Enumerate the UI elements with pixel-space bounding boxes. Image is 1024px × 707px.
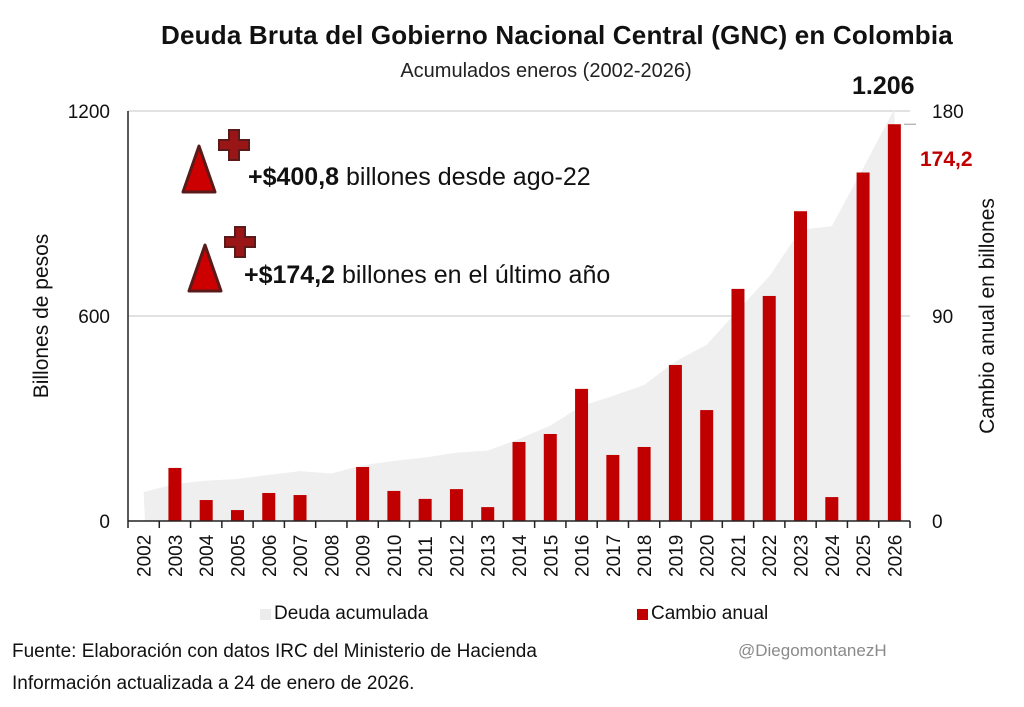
chart-title: Deuda Bruta del Gobierno Nacional Centra… — [161, 20, 953, 50]
bar-cambio-anual-2010 — [387, 490, 401, 521]
bar-cambio-anual-2005 — [230, 510, 244, 521]
x-tick-label: 2015 — [541, 535, 562, 577]
bar-cambio-anual-2022 — [762, 295, 776, 521]
y-axis-label-left: Billones de pesos — [30, 233, 53, 399]
bar-cambio-anual-2007 — [293, 495, 307, 521]
x-tick-label: 2007 — [291, 535, 312, 577]
total-debt-label: 1.206 — [852, 72, 915, 100]
axes — [127, 111, 916, 528]
x-tick-label: 2026 — [885, 535, 906, 577]
x-tick-label: 2005 — [228, 535, 249, 577]
bar-cambio-anual-2004 — [199, 500, 213, 521]
footer-updated: Información actualizada a 24 de enero de… — [12, 673, 415, 694]
annotation-since-ago22-value: +$400,8 — [248, 163, 340, 191]
legend-item-deuda: Deuda acumulada — [260, 603, 428, 625]
bar-cambio-anual-2016 — [575, 388, 589, 521]
x-tick-label: 2006 — [260, 535, 281, 577]
annotation-last-year: +$174,2 billones en el último año — [244, 261, 610, 290]
bar-cambio-anual-2006 — [262, 492, 276, 521]
annotation-since-ago22: +$400,8 billones desde ago-22 — [248, 163, 591, 192]
bar-series — [168, 124, 901, 521]
bar-cambio-anual-2013 — [481, 507, 495, 521]
annotation-icons — [181, 129, 256, 293]
x-tick-label: 2025 — [854, 535, 875, 577]
legend-swatch-cambio — [637, 608, 648, 620]
author-handle: @DiegomontanezH — [738, 641, 887, 660]
x-tick-label: 2010 — [385, 535, 406, 577]
x-tick-label: 2019 — [666, 535, 687, 577]
annotation-last-year-value: +$174,2 — [244, 261, 336, 289]
legend-label-cambio: Cambio anual — [651, 603, 769, 624]
x-tick-label: 2018 — [635, 535, 656, 577]
x-tick-label: 2017 — [604, 535, 625, 577]
x-tick-label: 2011 — [416, 536, 437, 577]
plus-icon — [224, 226, 256, 258]
x-tick-label: 2002 — [135, 535, 156, 577]
x-tick-label: 2020 — [698, 535, 719, 577]
bar-cambio-anual-2020 — [700, 410, 714, 521]
bar-cambio-anual-2024 — [825, 497, 839, 521]
x-tick-label: 2008 — [322, 535, 343, 577]
x-tick-label: 2012 — [447, 535, 468, 577]
x-tick-label: 2024 — [823, 534, 844, 577]
annotation-since-ago22-text: billones desde ago-22 — [339, 163, 591, 191]
plus-icon — [218, 129, 250, 161]
x-tick-label: 2016 — [573, 535, 594, 577]
legend-label-deuda: Deuda acumulada — [274, 603, 429, 624]
y-tick-labels: 0 600 1200 0 90 180 — [68, 102, 964, 533]
x-tick-label: 2021 — [729, 535, 750, 577]
bar-cambio-anual-2003 — [168, 467, 182, 521]
bar-cambio-anual-2012 — [449, 489, 463, 521]
x-tick-label: 2014 — [510, 534, 531, 577]
legend-swatch-deuda — [260, 608, 271, 620]
increase-triangle-icon — [181, 144, 217, 194]
bar-cambio-anual-2018 — [637, 446, 651, 521]
y-tick-label-left: 1200 — [68, 102, 110, 123]
y-axis-label-right: Cambio anual en billones — [976, 198, 999, 434]
bar-cambio-anual-2021 — [731, 288, 745, 521]
x-tick-label: 2022 — [760, 535, 781, 577]
bar-cambio-anual-2025 — [856, 172, 870, 521]
bar-cambio-anual-2011 — [418, 498, 432, 521]
y-tick-label-left: 600 — [78, 307, 110, 328]
bar-cambio-anual-2015 — [543, 433, 557, 521]
y-tick-label-left: 0 — [99, 512, 110, 533]
bar-cambio-anual-2009 — [356, 467, 370, 521]
y-tick-label-right: 180 — [932, 102, 964, 123]
y-tick-label-right: 90 — [932, 307, 953, 328]
legend-item-cambio: Cambio anual — [637, 603, 768, 625]
bar-cambio-anual-2023 — [794, 211, 808, 521]
bar-cambio-anual-2026 — [887, 124, 901, 521]
y-tick-label-right: 0 — [932, 512, 943, 533]
x-tick-label: 2013 — [479, 535, 500, 577]
increase-triangle-icon — [187, 243, 223, 293]
x-tick-label: 2009 — [354, 535, 375, 577]
bar-cambio-anual-2019 — [668, 364, 682, 521]
last-change-label: 174,2 — [920, 148, 973, 171]
x-tick-labels: 2002 2003 2004 2005 2006 2007 2008 2009 2010 2011… — [135, 534, 907, 577]
bar-cambio-anual-2014 — [512, 441, 526, 521]
x-tick-label: 2023 — [792, 535, 813, 577]
x-tick-label: 2003 — [166, 535, 187, 577]
bar-cambio-anual-2017 — [606, 454, 620, 521]
chart-subtitle: Acumulados eneros (2002-2026) — [400, 60, 692, 82]
x-tick-label: 2004 — [197, 534, 218, 577]
footer-source: Fuente: Elaboración con datos IRC del Mi… — [12, 641, 537, 662]
annotation-last-year-text: billones en el último año — [335, 261, 611, 289]
